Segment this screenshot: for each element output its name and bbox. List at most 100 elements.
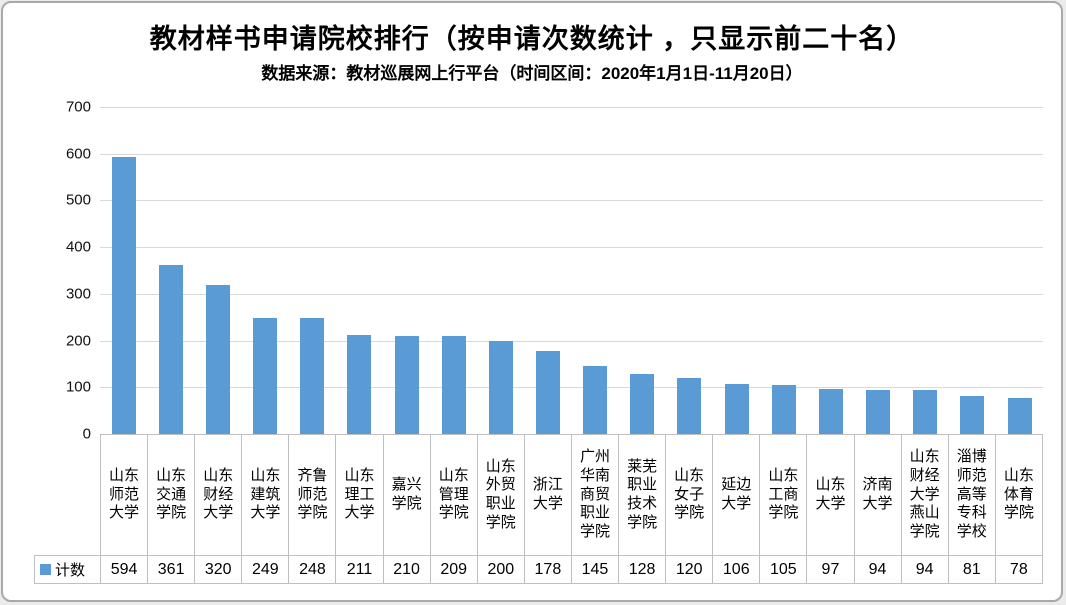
x-category-label: 淄博师范高等专科学校: [947, 435, 995, 555]
y-tick-label: 300: [65, 285, 91, 303]
x-category-label: 山东体育学院: [994, 435, 1043, 555]
x-category-label: 济南大学: [853, 435, 901, 555]
bar: [583, 366, 608, 434]
bar-column: [147, 107, 194, 434]
bar: [347, 335, 372, 434]
x-category-label: 广州华南商贸职业学院: [570, 435, 618, 555]
data-table-value: 128: [618, 556, 665, 583]
data-table-value: 105: [759, 556, 806, 583]
bar-column: [524, 107, 571, 434]
x-category-label: 山东师范大学: [100, 435, 147, 555]
data-table-value: 594: [100, 556, 147, 583]
bar-series: [100, 107, 1043, 434]
legend-key: 计数: [34, 556, 100, 583]
bar-column: [713, 107, 760, 434]
bar-column: [430, 107, 477, 434]
x-category-label: 山东交通学院: [147, 435, 194, 555]
bar-column: [289, 107, 336, 434]
bar-column: [241, 107, 288, 434]
data-table-value: 361: [147, 556, 194, 583]
legend-series-label: 计数: [55, 562, 86, 579]
bar: [158, 265, 183, 434]
data-table-value: 249: [241, 556, 288, 583]
plot-area: [100, 107, 1043, 434]
bar: [205, 284, 230, 434]
bar-column: [194, 107, 241, 434]
x-axis-category-row: 山东师范大学 山东交通学院 山东财经大学 山东建筑大学 齐鲁师范学院 山东理工大学 嘉兴学院…: [100, 434, 1043, 555]
gridline: [100, 153, 1043, 155]
bar: [441, 336, 466, 434]
chart-subtitle: 数据来源：教材巡展网上行平台（时间区间：2020年1月1日-11月20日）: [261, 64, 803, 83]
y-tick-label: 100: [65, 378, 91, 396]
data-table-value: 209: [429, 556, 477, 583]
x-category-label: 延边大学: [712, 435, 759, 555]
x-category-label: 山东大学: [806, 435, 853, 555]
bar: [818, 388, 843, 434]
gridline: [100, 340, 1043, 342]
bar: [300, 318, 325, 434]
bar: [771, 384, 796, 434]
data-table-value: 81: [947, 556, 995, 583]
data-table-value: 94: [853, 556, 901, 583]
gridline: [100, 293, 1043, 295]
x-category-label: 嘉兴学院: [382, 435, 430, 555]
bar-column: [572, 107, 619, 434]
bar-column: [807, 107, 854, 434]
data-table-value: 178: [523, 556, 571, 583]
x-category-label: 山东建筑大学: [241, 435, 288, 555]
gridline: [100, 200, 1043, 202]
series-swatch-icon: [40, 564, 51, 575]
gridline: [100, 247, 1043, 249]
y-tick-label: 500: [65, 191, 91, 209]
data-table-value: 94: [900, 556, 948, 583]
bar-column: [100, 107, 147, 434]
bar-column: [666, 107, 713, 434]
bar: [866, 390, 891, 434]
gridline: [100, 387, 1043, 389]
bar: [394, 335, 419, 434]
x-category-label: 山东理工大学: [335, 435, 382, 555]
data-table-value: 120: [665, 556, 712, 583]
bar: [111, 156, 136, 434]
bar: [253, 317, 278, 434]
data-table-value: 97: [806, 556, 853, 583]
data-table-value: 106: [712, 556, 759, 583]
bar: [960, 396, 985, 434]
bar: [535, 350, 560, 434]
bar-column: [760, 107, 807, 434]
y-axis: 0 100 200 300 400 500 600 700: [33, 100, 91, 442]
x-category-label: 浙江大学: [523, 435, 571, 555]
x-category-label: 山东外贸职业学院: [476, 435, 524, 555]
x-category-label: 山东女子学院: [665, 435, 712, 555]
y-tick-label: 200: [65, 332, 91, 350]
bar: [913, 390, 938, 434]
bar-column: [383, 107, 430, 434]
bar-column: [619, 107, 666, 434]
x-category-label: 山东工商学院: [759, 435, 806, 555]
y-tick-label: 600: [65, 145, 91, 163]
bar: [724, 384, 749, 434]
bar-column: [949, 107, 996, 434]
data-table-value: 248: [288, 556, 335, 583]
x-category-label: 齐鲁师范学院: [288, 435, 335, 555]
x-category-label: 莱芜职业技术学院: [618, 435, 665, 555]
gridline: [100, 107, 1043, 108]
data-table-value: 78: [994, 556, 1043, 583]
bar-column: [336, 107, 383, 434]
bar: [677, 377, 702, 434]
y-tick-label: 0: [82, 425, 91, 443]
bar: [630, 374, 655, 434]
data-table-value-row: 计数 594 361 320 249 248 211 210 209 200 178 145 128 1…: [34, 555, 1043, 584]
data-table-value: 320: [194, 556, 241, 583]
chart-title: 教材样书申请院校排行（按申请次数统计 ，只显示前二十名）: [149, 24, 915, 54]
data-table-value: 210: [382, 556, 430, 583]
y-tick-label: 700: [65, 98, 91, 116]
data-table-value: 211: [335, 556, 382, 583]
x-category-label: 山东管理学院: [429, 435, 477, 555]
y-tick-label: 400: [65, 238, 91, 256]
bar-column: [902, 107, 949, 434]
bar-column: [996, 107, 1043, 434]
data-table-value: 200: [476, 556, 524, 583]
data-table-value: 145: [570, 556, 618, 583]
